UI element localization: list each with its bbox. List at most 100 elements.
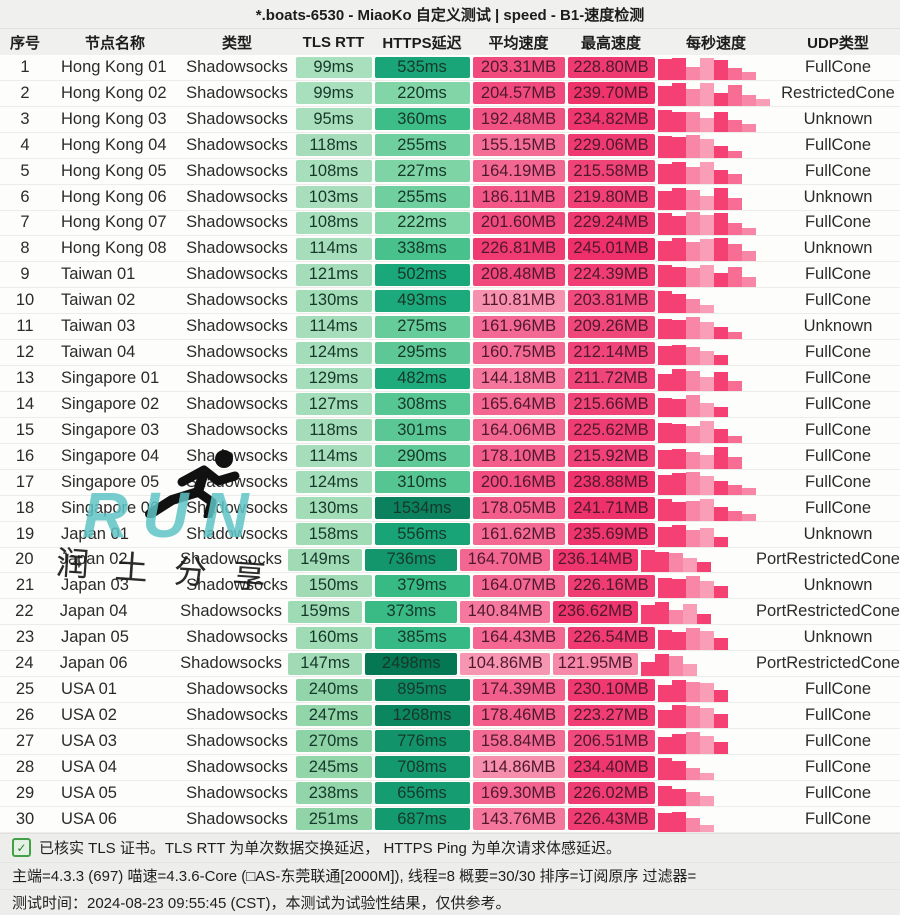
speed-bar-segment xyxy=(672,82,686,106)
speed-bar-segment xyxy=(700,527,714,547)
avg-speed-value: 204.57MB xyxy=(472,82,565,105)
node-name: Japan 03 xyxy=(61,576,129,595)
speed-bar-segment xyxy=(700,402,714,417)
avg-speed: 164.06MB xyxy=(471,418,566,443)
speed-bars xyxy=(656,573,776,599)
tls-rtt-value: 147ms xyxy=(288,652,363,675)
speed-bar-segment xyxy=(728,223,742,236)
avg-speed: 161.96MB xyxy=(471,314,566,339)
table-row: 13 Singapore 01 Shadowsocks 129ms 482ms 144.1… xyxy=(0,366,900,392)
speed-bar-segment xyxy=(700,351,714,366)
table-row: 10 Taiwan 02 Shadowsocks 130ms 493ms 110.81MB… xyxy=(0,288,900,315)
speed-bar-segment xyxy=(756,98,770,106)
udp-type: Unknown xyxy=(803,628,873,647)
per-second-speed-chart xyxy=(656,81,776,106)
https-latency-value: 687ms xyxy=(374,808,470,831)
speed-bar-segment xyxy=(728,173,742,184)
https-latency-value: 895ms xyxy=(374,678,470,701)
col-header-type: 类型 xyxy=(221,34,252,52)
row-index: 7 xyxy=(20,213,30,232)
speed-bar-segment xyxy=(700,57,714,80)
tls-rtt: 99ms xyxy=(294,55,373,80)
speed-bar-segment xyxy=(672,472,686,495)
row-index: 19 xyxy=(15,524,35,543)
speed-bars xyxy=(656,496,776,521)
speed-bar-segment xyxy=(700,735,714,754)
speed-bar-segment xyxy=(658,685,672,703)
tls-rtt: 159ms xyxy=(287,599,364,624)
node-name: USA 06 xyxy=(61,809,117,828)
speed-bar-segment xyxy=(728,456,742,469)
speed-bar-segment xyxy=(658,291,672,314)
node-type: Shadowsocks xyxy=(186,524,288,543)
speed-bar-segment xyxy=(700,824,714,832)
per-second-speed-chart xyxy=(656,262,776,288)
avg-speed-value: 203.31MB xyxy=(472,56,565,79)
avg-speed: 169.30MB xyxy=(471,781,566,806)
per-second-speed-chart xyxy=(656,133,776,158)
tls-rtt-value: 99ms xyxy=(295,56,372,79)
speed-bar-segment xyxy=(700,498,714,521)
tls-rtt: 238ms xyxy=(294,781,373,806)
tls-rtt: 95ms xyxy=(294,107,373,132)
https-latency: 2498ms xyxy=(364,651,459,676)
avg-speed: 164.43MB xyxy=(471,625,566,650)
col-header-max-speed: 最高速度 xyxy=(580,34,641,52)
speed-bar-segment xyxy=(686,791,700,806)
https-latency-value: 535ms xyxy=(374,56,470,79)
speed-bar-segment xyxy=(728,84,742,106)
speed-bar-segment xyxy=(728,484,742,495)
avg-speed: 178.46MB xyxy=(471,703,566,728)
node-name: Taiwan 01 xyxy=(61,265,136,284)
max-speed: 234.82MB xyxy=(566,107,656,132)
max-speed: 225.62MB xyxy=(566,418,656,443)
speed-bar-segment xyxy=(686,317,700,340)
max-speed: 215.66MB xyxy=(566,392,656,417)
node-type: Shadowsocks xyxy=(186,706,288,724)
https-latency-value: 275ms xyxy=(374,315,470,338)
node-type: Shadowsocks xyxy=(186,135,288,154)
speed-bar-segment xyxy=(672,680,686,703)
speed-bar-segment xyxy=(686,425,700,443)
per-second-speed-chart xyxy=(656,729,776,754)
row-index: 1 xyxy=(20,57,30,76)
node-type: Shadowsocks xyxy=(186,57,288,76)
https-latency: 338ms xyxy=(373,236,471,261)
max-speed-value: 239.70MB xyxy=(567,82,655,105)
https-latency-value: 736ms xyxy=(365,549,458,571)
speed-bar-segment xyxy=(658,346,672,366)
speed-bar-segment xyxy=(700,195,714,210)
https-latency-value: 493ms xyxy=(374,289,470,312)
per-second-speed-chart xyxy=(656,236,776,262)
max-speed-value: 223.27MB xyxy=(567,704,655,727)
avg-speed-value: 143.76MB xyxy=(472,808,565,831)
speed-bar-segment xyxy=(686,471,700,495)
table-row: 14 Singapore 02 Shadowsocks 127ms 308ms 165.6… xyxy=(0,391,900,418)
speed-bar-segment xyxy=(700,117,714,132)
node-name: Japan 04 xyxy=(59,602,128,621)
avg-speed-value: 164.07MB xyxy=(472,574,565,597)
speed-bar-segment xyxy=(658,190,672,210)
col-header-per-second-speed: 每秒速度 xyxy=(685,34,746,52)
udp-type: PortRestrictedCone xyxy=(756,550,900,569)
speed-bar-segment xyxy=(672,524,686,547)
tls-rtt: 114ms xyxy=(294,236,373,261)
speed-bar-segment xyxy=(700,683,714,703)
node-type: Shadowsocks xyxy=(186,757,288,776)
speed-bar-segment xyxy=(686,347,700,366)
avg-speed: 201.60MB xyxy=(471,211,566,236)
avg-speed: 208.48MB xyxy=(471,262,566,287)
table-row: 8 Hong Kong 08 Shadowsocks 114ms 338ms 226.81… xyxy=(0,236,900,263)
per-second-speed-chart xyxy=(639,599,756,625)
tls-rtt-value: 127ms xyxy=(295,393,372,416)
row-index: 3 xyxy=(20,109,30,128)
max-speed-value: 235.69MB xyxy=(567,523,655,546)
per-second-speed-chart xyxy=(656,703,776,728)
table-row: 16 Singapore 04 Shadowsocks 114ms 290ms 178.1… xyxy=(0,443,900,470)
tls-rtt: 270ms xyxy=(294,729,373,754)
udp-type: FullCone xyxy=(804,498,872,517)
udp-type: Unknown xyxy=(803,317,873,336)
udp-type: FullCone xyxy=(804,291,872,310)
https-latency: 275ms xyxy=(373,314,471,339)
speed-bar-segment xyxy=(672,811,686,832)
